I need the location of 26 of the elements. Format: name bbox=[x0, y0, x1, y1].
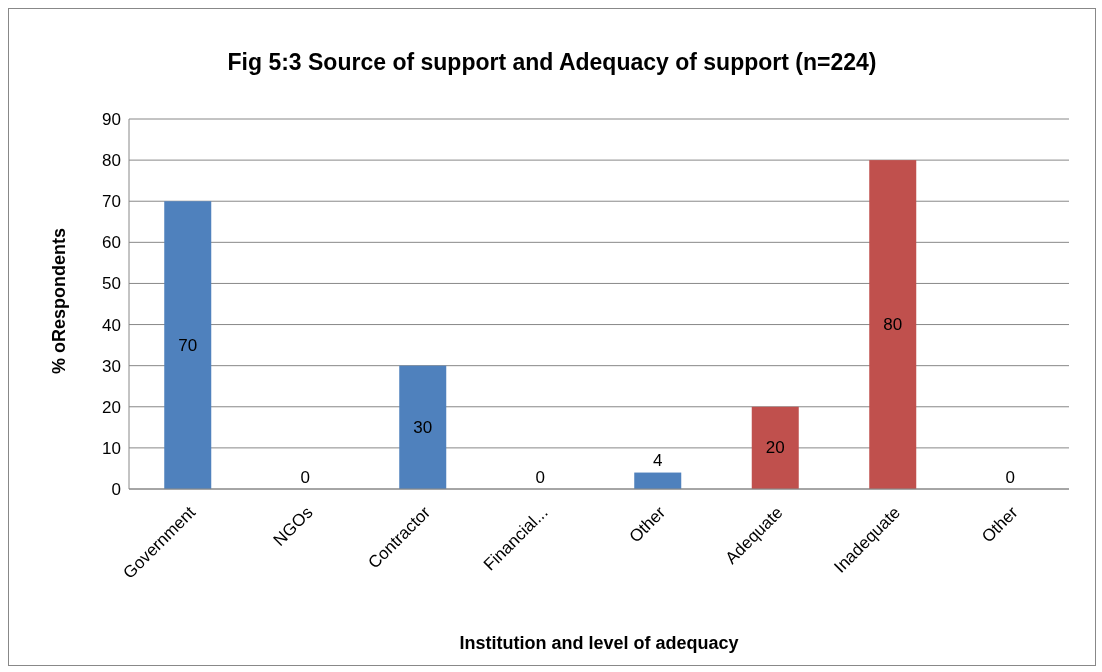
data-label: 30 bbox=[413, 417, 433, 437]
y-tick-label: 10 bbox=[102, 438, 121, 458]
bar bbox=[869, 160, 917, 489]
y-tick-label: 30 bbox=[102, 356, 121, 376]
bar bbox=[751, 406, 799, 489]
y-tick-label: 50 bbox=[102, 274, 121, 294]
y-tick-label: 60 bbox=[102, 233, 121, 253]
data-label: 70 bbox=[178, 335, 198, 355]
data-label: 0 bbox=[300, 467, 310, 487]
data-label: 20 bbox=[765, 438, 785, 458]
data-label: 80 bbox=[883, 315, 903, 335]
x-axis-title: Institution and level of adequacy bbox=[459, 633, 739, 653]
y-tick-label: 40 bbox=[102, 315, 121, 335]
data-label: 0 bbox=[535, 467, 545, 487]
y-tick-label: 0 bbox=[111, 480, 121, 500]
bar bbox=[634, 472, 682, 489]
bar bbox=[399, 365, 447, 489]
y-tick-label: 70 bbox=[102, 192, 121, 212]
data-label: 0 bbox=[1005, 467, 1015, 487]
y-tick-label: 20 bbox=[102, 397, 121, 417]
y-tick-label: 80 bbox=[102, 151, 121, 171]
chart-title: Fig 5:3 Source of support and Adequacy of support (n=224) bbox=[226, 49, 878, 76]
y-axis-title: % oRespondents bbox=[49, 227, 70, 374]
data-label: 4 bbox=[653, 451, 663, 471]
y-tick-label: 90 bbox=[102, 110, 121, 130]
bar bbox=[164, 201, 212, 489]
